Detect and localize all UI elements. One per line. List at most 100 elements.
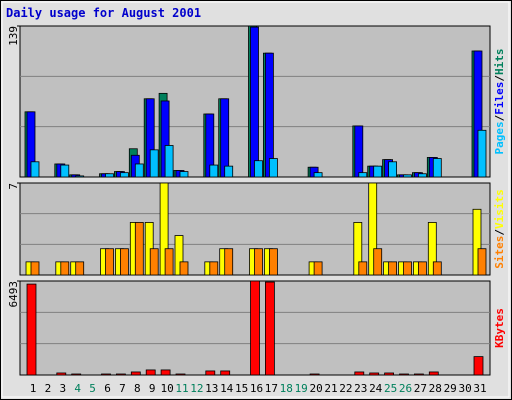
bar xyxy=(130,371,141,376)
bar xyxy=(477,248,487,276)
legend-entry: KBytes xyxy=(493,308,506,348)
bar xyxy=(205,370,216,376)
bar xyxy=(105,248,114,276)
bar xyxy=(209,164,219,178)
bar xyxy=(368,182,378,276)
x-tick-label: 12 xyxy=(190,382,203,395)
x-tick-label: 4 xyxy=(74,382,81,395)
legend-entry: Visits xyxy=(493,189,506,229)
bar xyxy=(432,158,442,178)
bar xyxy=(413,373,424,376)
bar xyxy=(145,369,156,376)
legend: Sites/Visits xyxy=(493,189,506,269)
y-tick-label: 6493 xyxy=(7,281,20,308)
bar xyxy=(174,235,184,276)
bar xyxy=(224,248,234,276)
y-tick-label: 7 xyxy=(7,183,20,190)
bar xyxy=(358,261,368,276)
bar xyxy=(403,261,412,276)
bar xyxy=(175,373,186,376)
bar xyxy=(250,280,260,376)
legend: Pages/Files/Hits xyxy=(493,49,506,155)
x-tick-label: 23 xyxy=(354,382,367,395)
x-tick-label: 26 xyxy=(399,382,412,395)
bar xyxy=(220,370,231,376)
bar xyxy=(224,165,234,178)
bar xyxy=(353,222,363,276)
bar xyxy=(373,165,383,178)
bar xyxy=(373,248,383,276)
x-tick-label: 14 xyxy=(220,382,234,395)
x-tick-label: 22 xyxy=(339,382,352,395)
bar xyxy=(134,163,144,178)
x-tick-label: 10 xyxy=(160,382,173,395)
x-tick-label: 6 xyxy=(104,382,111,395)
x-tick-label: 2 xyxy=(45,382,52,395)
legend-entry: Files xyxy=(493,82,506,115)
bar xyxy=(384,372,395,376)
bar xyxy=(56,372,67,376)
bar xyxy=(60,261,70,276)
bar xyxy=(60,164,70,178)
bar xyxy=(432,261,442,276)
bar xyxy=(477,129,487,178)
bar xyxy=(354,125,364,178)
legend-entry: Sites xyxy=(493,236,506,269)
bar xyxy=(75,261,85,276)
x-tick-label: 15 xyxy=(235,382,248,395)
x-tick-label: 20 xyxy=(309,382,322,395)
bar xyxy=(75,175,85,178)
x-tick-label: 9 xyxy=(149,382,156,395)
bar xyxy=(427,222,437,276)
bar xyxy=(250,26,259,178)
x-tick-label: 18 xyxy=(280,382,293,395)
bar xyxy=(313,172,323,178)
bar xyxy=(134,222,144,276)
legend-separator: / xyxy=(493,75,506,82)
x-tick-label: 29 xyxy=(444,382,457,395)
x-tick-label: 1 xyxy=(30,382,37,395)
bar xyxy=(164,145,174,178)
y-tick-label: 139 xyxy=(7,26,20,46)
bar xyxy=(120,248,129,276)
bar xyxy=(473,356,484,376)
x-tick-label: 30 xyxy=(458,382,471,395)
bar xyxy=(30,161,40,178)
bar xyxy=(369,372,380,376)
bar xyxy=(160,369,171,376)
bar xyxy=(30,261,40,276)
bar xyxy=(388,161,398,178)
bar xyxy=(309,373,320,376)
bar xyxy=(116,373,126,376)
bar xyxy=(388,261,398,276)
bar xyxy=(209,261,219,276)
bar xyxy=(354,371,365,376)
bar xyxy=(417,261,427,276)
x-tick-label: 7 xyxy=(119,382,126,395)
bar xyxy=(101,373,111,376)
bar xyxy=(399,373,409,376)
x-tick-label: 16 xyxy=(250,382,263,395)
legend: KBytes xyxy=(493,308,506,348)
bar xyxy=(220,98,230,178)
legend-entry: Hits xyxy=(493,49,506,76)
bar xyxy=(268,248,278,276)
bar xyxy=(358,172,368,178)
bar xyxy=(428,371,439,376)
legend-entry: Pages xyxy=(493,121,506,154)
x-tick-label: 3 xyxy=(59,382,66,395)
bar xyxy=(149,248,159,276)
x-tick-label: 21 xyxy=(324,382,337,395)
bar xyxy=(254,248,263,276)
bar xyxy=(179,171,189,178)
x-tick-label: 17 xyxy=(265,382,278,395)
x-tick-label: 5 xyxy=(89,382,96,395)
bar xyxy=(254,160,263,178)
chart-title: Daily usage for August 2001 xyxy=(6,6,201,20)
bar xyxy=(417,173,427,178)
x-tick-label: 11 xyxy=(175,382,188,395)
x-tick-label: 31 xyxy=(473,382,486,395)
